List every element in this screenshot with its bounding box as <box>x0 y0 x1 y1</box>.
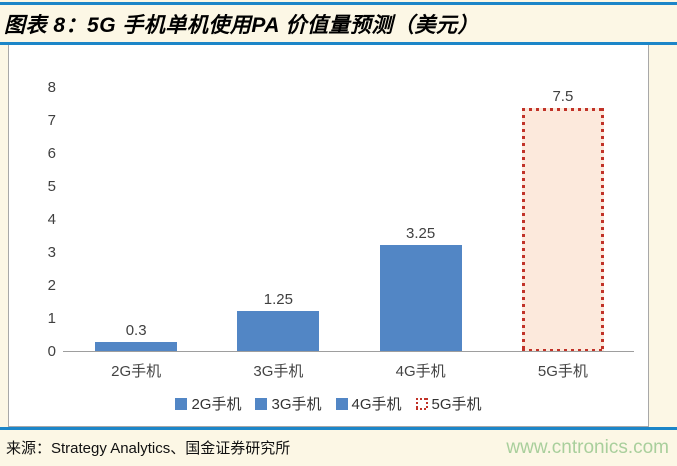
legend-item-4G手机: 4G手机 <box>335 393 402 414</box>
legend-square-icon <box>175 397 188 410</box>
legend-label: 3G手机 <box>271 396 322 413</box>
x-axis-category-label: 2G手机 <box>111 363 162 380</box>
y-axis-tick-label: 7 <box>47 112 56 129</box>
figure-header: 图表 8：5G 手机单机使用PA 价值量预测（美元） <box>0 5 677 42</box>
bar-value-label: 7.5 <box>552 88 574 105</box>
y-axis: 0 1 2 3 4 5 6 7 8 <box>9 79 56 360</box>
legend-item-5G手机: 5G手机 <box>415 393 482 414</box>
bar-2G手机 <box>95 342 178 352</box>
bar-series: 0.3 1.25 3.25 7.5 <box>65 88 634 352</box>
top-divider-line <box>0 2 677 5</box>
legend-label: 5G手机 <box>431 396 482 413</box>
figure-title: 图表 8：5G 手机单机使用PA 价值量预测（美元） <box>4 13 480 37</box>
bar-value-label: 0.3 <box>125 322 147 340</box>
bar-slot-5G手机: 7.5 <box>492 88 634 352</box>
figure-footer: 来源：Strategy Analytics、国金证券研究所 www.cntron… <box>0 430 677 459</box>
plot-area: 0.3 1.25 3.25 7.5 <box>63 88 634 352</box>
y-axis-tick-label: 1 <box>47 310 56 327</box>
y-axis-tick-label: 4 <box>47 211 56 228</box>
legend-label: 2G手机 <box>191 396 242 413</box>
y-axis-tick-label: 2 <box>47 277 56 294</box>
x-axis-category-label: 3G手机 <box>253 363 304 380</box>
y-axis-tick-label: 3 <box>47 244 56 261</box>
header-divider-line <box>0 42 677 45</box>
chart-area: 0 1 2 3 4 5 6 7 8 0.3 1.25 3.25 7.5 2G手机 3G手机 4G手机 5G手… <box>8 45 649 427</box>
legend-item-3G手机: 3G手机 <box>255 393 322 414</box>
x-axis-category-label: 4G手机 <box>395 363 446 380</box>
y-axis-tick-label: 0 <box>47 343 56 360</box>
legend-label: 4G手机 <box>351 396 402 413</box>
bar-3G手机 <box>237 310 320 352</box>
legend-item-2G手机: 2G手机 <box>175 393 241 414</box>
bar-value-label: 1.25 <box>263 290 293 308</box>
site-url-link[interactable]: www.cntronics.com <box>506 437 669 458</box>
source-text: 来源：Strategy Analytics、国金证券研究所 <box>6 440 291 457</box>
x-axis-labels: 2G手机 3G手机 4G手机 5G手机 <box>65 360 634 381</box>
x-axis-line <box>63 351 634 352</box>
bottom-divider-line <box>0 427 677 430</box>
y-axis-tick-label: 5 <box>47 178 56 195</box>
y-axis-tick-label: 6 <box>47 145 56 162</box>
bar-4G手机 <box>379 244 462 352</box>
chart-legend: 2G手机 3G手机 4G手机 5G手机 <box>9 393 648 414</box>
x-axis-category-label: 5G手机 <box>537 363 588 380</box>
legend-square-icon <box>335 397 348 410</box>
legend-dotted-square-icon <box>415 397 428 410</box>
bar-slot-4G手机: 3.25 <box>350 88 492 352</box>
bar-slot-2G手机: 0.3 <box>65 88 207 352</box>
bar-forecast-5G手机 <box>521 108 604 352</box>
bar-value-label: 3.25 <box>406 224 436 242</box>
bar-slot-3G手机: 1.25 <box>207 88 349 352</box>
legend-square-icon <box>255 397 268 410</box>
y-axis-tick-label: 8 <box>47 79 56 96</box>
